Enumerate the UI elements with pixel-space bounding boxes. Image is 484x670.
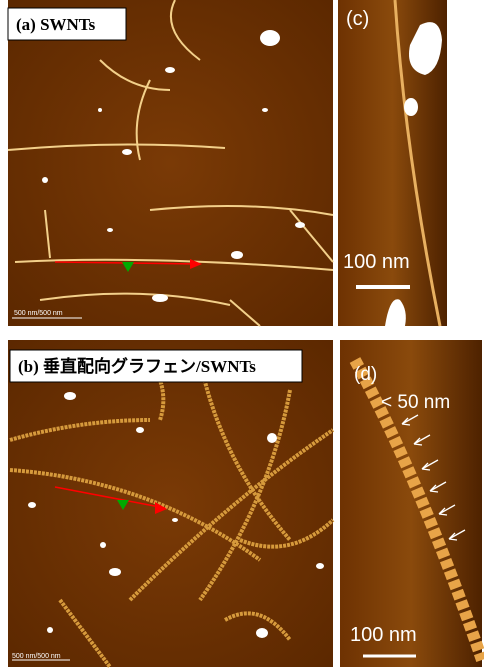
panel-b: (b) 垂直配向グラフェン/SWNTs 500 nm/500 nm [8,340,333,667]
panel-d: (d) < 50 nm 100 nm [340,340,482,667]
figure: (a) SWNTs 500 nm/500 nm (c) 100 nm [0,0,484,670]
panel-c: (c) 100 nm [338,0,447,326]
afm-image [340,340,482,667]
panel-label: (a) SWNTs [16,15,96,34]
panel-label: (b) 垂直配向グラフェン/SWNTs [18,356,256,376]
afm-image [8,340,333,667]
annotation: < 50 nm [381,392,450,413]
panel-a: (a) SWNTs 500 nm/500 nm [8,0,333,326]
panel-label: (c) [346,8,369,30]
particle [404,98,418,116]
panel-label: (d) [354,364,377,385]
scale-label: 100 nm [350,624,417,646]
afm-image [8,0,333,326]
scale-text: 500 nm/500 nm [14,310,63,317]
scale-label: 100 nm [343,251,410,273]
page: {"panels": [ {"label": "(a) SWNTs", "sca… [0,0,484,670]
scale-text: 500 nm/500 nm [12,653,61,660]
